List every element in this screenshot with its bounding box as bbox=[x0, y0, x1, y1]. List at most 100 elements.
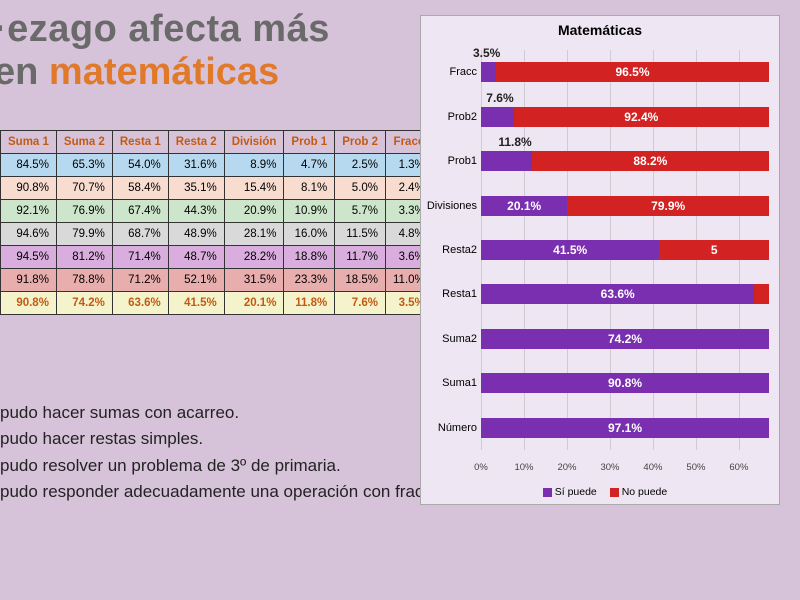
table-row: 92.1%76.9%67.4%44.3%20.9%10.9%5.7%3.3% bbox=[1, 200, 433, 223]
chart-legend: Sí puede No puede bbox=[421, 486, 779, 498]
chart-y-label: Suma2 bbox=[423, 333, 477, 345]
table-header-cell: Suma 2 bbox=[56, 131, 112, 154]
title-line2: en matemáticas bbox=[0, 51, 330, 94]
table-cell: 4.7% bbox=[284, 154, 335, 177]
chart-x-tick: 30% bbox=[600, 462, 619, 473]
table-cell: 65.3% bbox=[56, 154, 112, 177]
chart-bar-no: 92.4% bbox=[514, 107, 769, 127]
table-cell: 35.1% bbox=[168, 177, 224, 200]
chart-bar-row: Divisiones20.1%79.9% bbox=[481, 183, 769, 227]
chart-y-label: Número bbox=[423, 422, 477, 434]
table-cell: 71.4% bbox=[112, 246, 168, 269]
table-cell: 7.6% bbox=[335, 292, 386, 315]
table-cell: 74.2% bbox=[56, 292, 112, 315]
chart-y-label: Fracc bbox=[423, 66, 477, 78]
table-cell: 90.8% bbox=[1, 177, 57, 200]
chart-bar-si: 74.2% bbox=[481, 329, 769, 349]
table-cell: 94.6% bbox=[1, 223, 57, 246]
chart-x-tick: 20% bbox=[557, 462, 576, 473]
table-cell: 70.7% bbox=[56, 177, 112, 200]
table-cell: 92.1% bbox=[1, 200, 57, 223]
table-cell: 28.1% bbox=[224, 223, 284, 246]
chart-bar-si bbox=[481, 107, 514, 127]
table-row: 84.5%65.3%54.0%31.6%8.9%4.7%2.5%1.3% bbox=[1, 154, 433, 177]
table-cell: 44.3% bbox=[168, 200, 224, 223]
table-cell: 8.1% bbox=[284, 177, 335, 200]
chart-x-tick: 0% bbox=[474, 462, 488, 473]
chart-bar-row: Suma190.8% bbox=[481, 361, 769, 405]
table-header-cell: División bbox=[224, 131, 284, 154]
chart-y-label: Suma1 bbox=[423, 377, 477, 389]
chart-x-tick: 10% bbox=[514, 462, 533, 473]
bullet-item: pudo resolver un problema de 3º de prima… bbox=[0, 453, 477, 479]
table-cell: 10.9% bbox=[284, 200, 335, 223]
chart-bar-row: Número97.1% bbox=[481, 406, 769, 450]
chart-bar-track: 3.5%96.5% bbox=[481, 62, 769, 82]
chart-bar-no: 88.2% bbox=[532, 151, 769, 171]
table-row: 90.8%70.7%58.4%35.1%15.4%8.1%5.0%2.4% bbox=[1, 177, 433, 200]
chart-bar-si: 90.8% bbox=[481, 373, 769, 393]
table-cell: 81.2% bbox=[56, 246, 112, 269]
table-cell: 31.5% bbox=[224, 269, 284, 292]
chart-bar-track: 7.6%92.4% bbox=[481, 107, 769, 127]
table-cell: 71.2% bbox=[112, 269, 168, 292]
chart-y-label: Divisiones bbox=[423, 200, 477, 212]
table-cell: 48.9% bbox=[168, 223, 224, 246]
data-table: Suma 1Suma 2Resta 1Resta 2DivisiónProb 1… bbox=[0, 130, 433, 315]
table-cell: 2.5% bbox=[335, 154, 386, 177]
table-cell: 41.5% bbox=[168, 292, 224, 315]
table-cell: 48.7% bbox=[168, 246, 224, 269]
chart-x-tick: 40% bbox=[643, 462, 662, 473]
table-cell: 28.2% bbox=[224, 246, 284, 269]
chart-x-axis: 0%10%20%30%40%50%60% bbox=[481, 462, 769, 476]
table-cell: 11.5% bbox=[335, 223, 386, 246]
chart-bar-row: Prob27.6%92.4% bbox=[481, 94, 769, 138]
table-cell: 84.5% bbox=[1, 154, 57, 177]
table-cell: 79.9% bbox=[56, 223, 112, 246]
chart-bar-track: 63.6% bbox=[481, 284, 769, 304]
table-header-cell: Prob 1 bbox=[284, 131, 335, 154]
chart-title: Matemáticas bbox=[421, 16, 779, 44]
chart-fallout-label: 3.5% bbox=[473, 46, 500, 60]
table-header-cell: Prob 2 bbox=[335, 131, 386, 154]
chart-y-label: Prob2 bbox=[423, 111, 477, 123]
table-cell: 78.8% bbox=[56, 269, 112, 292]
chart-bar-si: 20.1% bbox=[481, 196, 567, 216]
chart-bar-no: 96.5% bbox=[496, 62, 769, 82]
chart-body: Fracc3.5%96.5%Prob27.6%92.4%Prob111.8%88… bbox=[481, 50, 769, 450]
table-cell: 8.9% bbox=[224, 154, 284, 177]
chart-y-label: Resta1 bbox=[423, 288, 477, 300]
table-cell: 52.1% bbox=[168, 269, 224, 292]
bullet-list: pudo hacer sumas con acarreo.pudo hacer … bbox=[0, 400, 477, 505]
chart-bar-si: 41.5% bbox=[481, 240, 659, 260]
chart-bar-row: Resta241.5%5 bbox=[481, 228, 769, 272]
table-cell: 20.9% bbox=[224, 200, 284, 223]
table-cell: 76.9% bbox=[56, 200, 112, 223]
chart-bar-si: 97.1% bbox=[481, 418, 769, 438]
page-title: ·ezago afecta más en matemáticas bbox=[0, 8, 330, 94]
chart-bar-track: 41.5%5 bbox=[481, 240, 769, 260]
chart-bar-track: 90.8% bbox=[481, 373, 769, 393]
chart-bar-no: 79.9% bbox=[567, 196, 769, 216]
table-cell: 90.8% bbox=[1, 292, 57, 315]
table-cell: 20.1% bbox=[224, 292, 284, 315]
chart-bar-si: 63.6% bbox=[481, 284, 754, 304]
table-cell: 11.7% bbox=[335, 246, 386, 269]
chart-bar-row: Suma274.2% bbox=[481, 317, 769, 361]
table-cell: 11.8% bbox=[284, 292, 335, 315]
table-cell: 54.0% bbox=[112, 154, 168, 177]
legend-swatch-no bbox=[610, 488, 619, 497]
legend-label-si: Sí puede bbox=[555, 486, 597, 498]
table-cell: 58.4% bbox=[112, 177, 168, 200]
chart-x-tick: 60% bbox=[729, 462, 748, 473]
legend-label-no: No puede bbox=[622, 486, 668, 498]
bullet-item: pudo hacer sumas con acarreo. bbox=[0, 400, 477, 426]
chart-fallout-label: 11.8% bbox=[498, 135, 531, 149]
table-cell: 63.6% bbox=[112, 292, 168, 315]
table-cell: 67.4% bbox=[112, 200, 168, 223]
legend-swatch-si bbox=[543, 488, 552, 497]
table-header-row: Suma 1Suma 2Resta 1Resta 2DivisiónProb 1… bbox=[1, 131, 433, 154]
table-header-cell: Suma 1 bbox=[1, 131, 57, 154]
table-cell: 5.7% bbox=[335, 200, 386, 223]
table-cell: 31.6% bbox=[168, 154, 224, 177]
